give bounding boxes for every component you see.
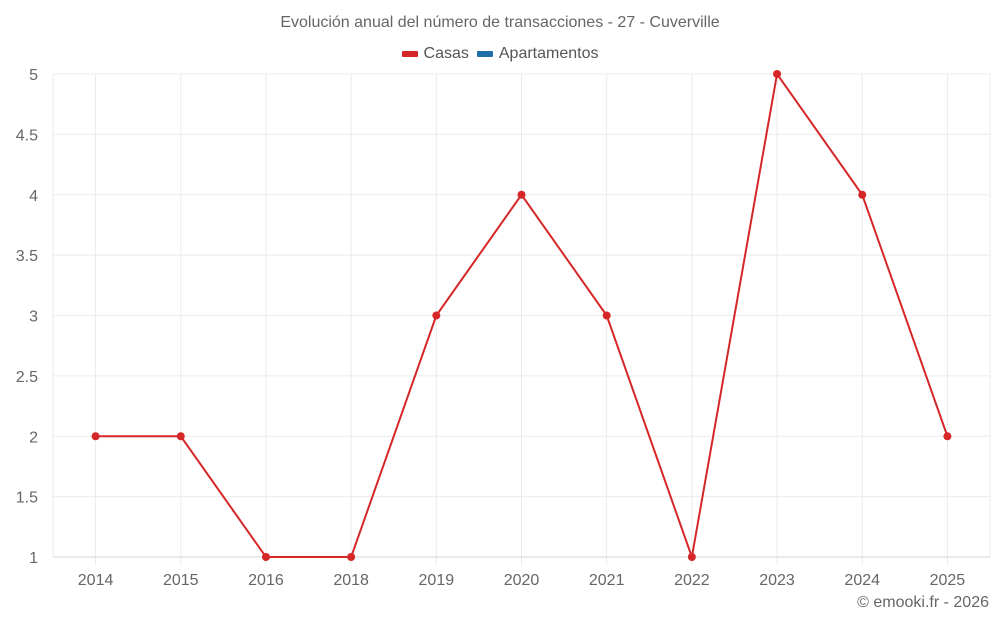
- y-tick-label: 2: [29, 429, 38, 446]
- data-point[interactable]: [347, 553, 356, 561]
- data-point[interactable]: [517, 190, 526, 199]
- data-point[interactable]: [858, 190, 867, 199]
- data-point[interactable]: [176, 432, 185, 441]
- x-tick-label: 2016: [248, 572, 284, 589]
- legend-label-apartamentos: Apartamentos: [498, 45, 599, 62]
- x-tick-label: 2020: [504, 572, 540, 589]
- y-tick-label: 3.5: [16, 248, 38, 265]
- x-tick-label: 2015: [163, 572, 199, 589]
- y-tick-label: 3: [29, 309, 38, 326]
- legend-swatch-apartamentos: [476, 51, 493, 57]
- data-point[interactable]: [261, 553, 270, 561]
- data-point[interactable]: [687, 553, 696, 561]
- data-point[interactable]: [943, 432, 952, 441]
- y-tick-label: 4.5: [16, 127, 38, 144]
- legend-item-casas[interactable]: Casas: [401, 45, 469, 63]
- x-tick-label: 2014: [78, 572, 114, 589]
- x-tick-label: 2022: [674, 572, 710, 589]
- x-tick-label: 2025: [930, 572, 966, 589]
- legend-label-casas: Casas: [423, 45, 469, 62]
- x-tick-label: 2024: [844, 572, 880, 589]
- legend-swatch-casas: [401, 51, 418, 57]
- y-tick-label: 4: [29, 188, 38, 205]
- x-tick-label: 2019: [419, 572, 455, 589]
- chart-title: Evolución anual del número de transaccio…: [280, 14, 720, 31]
- data-point[interactable]: [602, 311, 611, 320]
- legend-item-apartamentos[interactable]: Apartamentos: [476, 45, 599, 63]
- data-point[interactable]: [432, 311, 441, 320]
- x-tick-label: 2023: [759, 572, 795, 589]
- y-tick-label: 1: [29, 550, 38, 567]
- legend: Casas Apartamentos: [0, 45, 1000, 63]
- x-tick-label: 2021: [589, 572, 625, 589]
- y-tick-label: 1.5: [16, 490, 38, 507]
- y-tick-label: 2.5: [16, 369, 38, 386]
- credit-text: © emooki.fr - 2026: [857, 594, 989, 611]
- data-point[interactable]: [91, 432, 100, 441]
- x-tick-label: 2018: [333, 572, 369, 589]
- data-point[interactable]: [773, 70, 782, 78]
- y-tick-label: 5: [29, 67, 38, 84]
